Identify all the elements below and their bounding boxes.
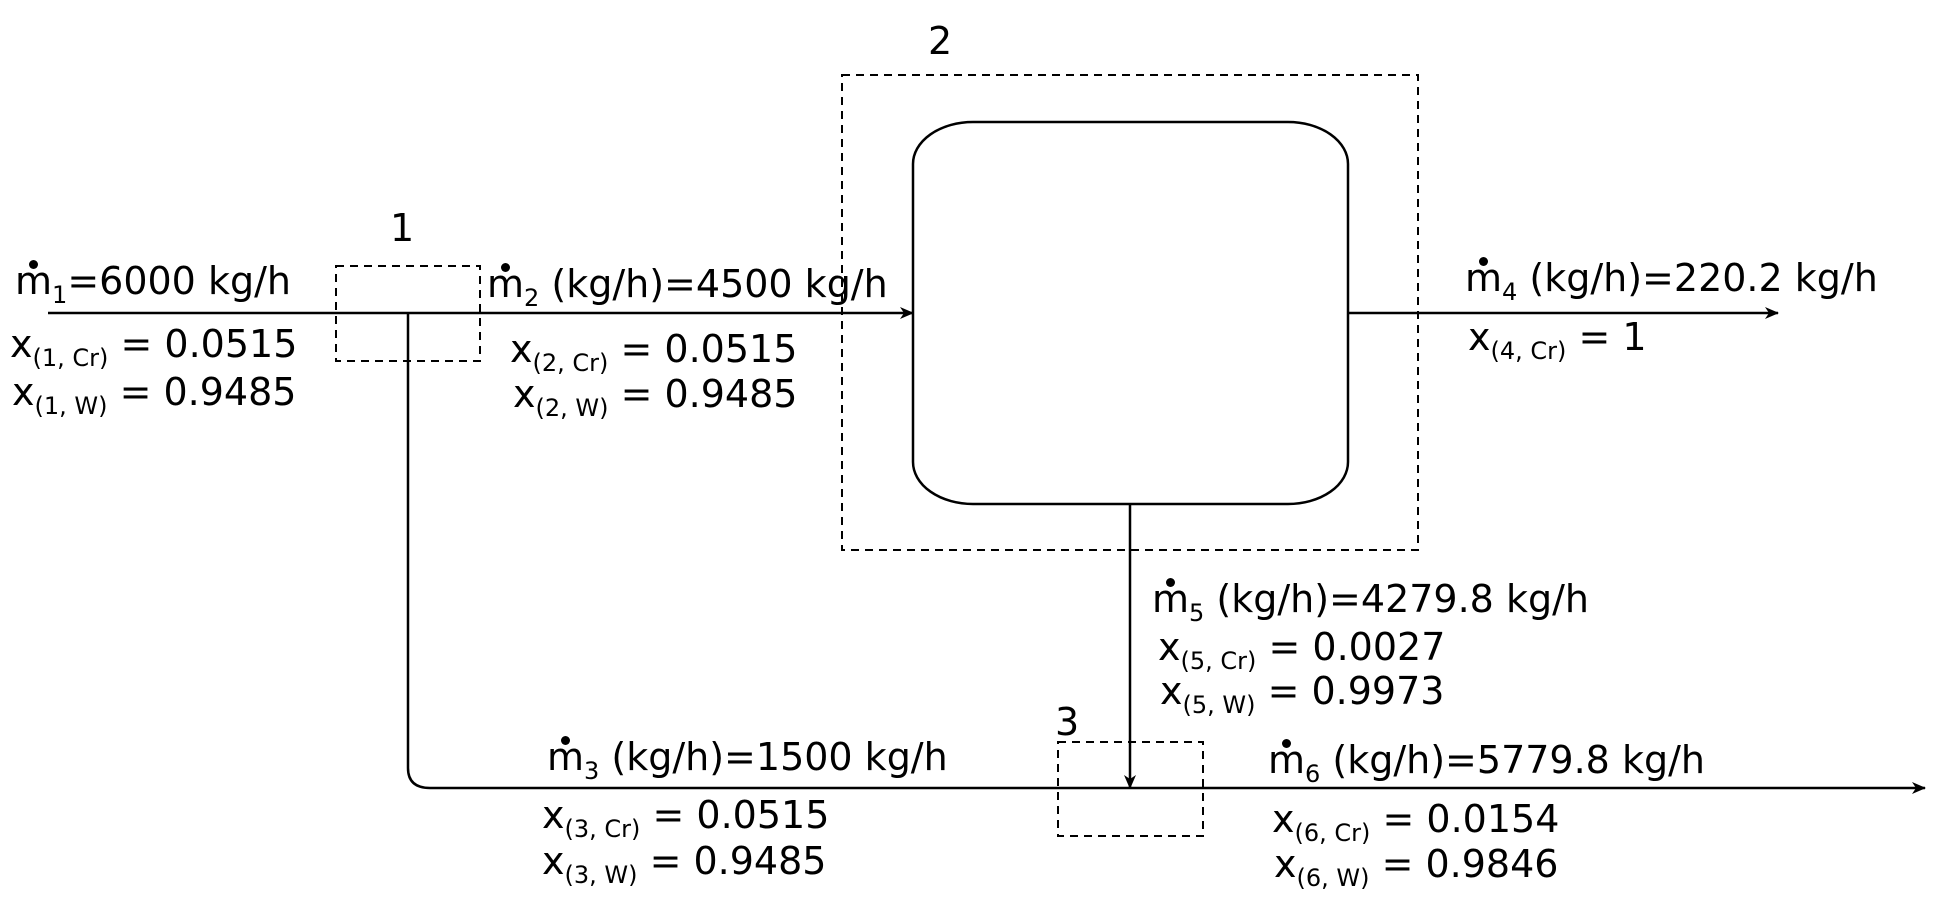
stream-1-flow-label: m1=6000 kg/h	[15, 259, 291, 307]
stream-5-flow-label: m5 (kg/h)=4279.8 kg/h	[1152, 577, 1589, 625]
fraction-value: = 0.0515	[652, 793, 830, 837]
x-symbol: x	[510, 327, 533, 371]
stream-4-cr-fraction: x(4, Cr) = 1	[1468, 315, 1647, 363]
fraction-subscript: (5, Cr)	[1180, 647, 1257, 675]
x-symbol: x	[513, 372, 536, 416]
fraction-subscript: (3, W)	[564, 861, 638, 889]
mass-flow-symbol: m	[1465, 256, 1503, 300]
stream-3-line	[406, 313, 1105, 790]
x-symbol: x	[542, 793, 565, 837]
fraction-subscript: (2, Cr)	[532, 349, 609, 377]
control-volume-2	[841, 74, 1419, 551]
mass-flow-symbol: m	[15, 259, 53, 303]
fraction-value: = 0.9485	[649, 839, 827, 883]
fraction-value: = 0.9485	[620, 372, 798, 416]
fraction-subscript: (1, Cr)	[32, 344, 109, 372]
stream-1-cr-fraction: x(1, Cr) = 0.0515	[10, 322, 298, 370]
x-symbol: x	[10, 322, 33, 366]
stream-index: 4	[1502, 278, 1518, 306]
x-symbol: x	[1160, 669, 1183, 713]
x-symbol: x	[1274, 842, 1297, 886]
stream-3-w-fraction: x(3, W) = 0.9485	[542, 839, 827, 887]
x-symbol: x	[1468, 315, 1491, 359]
stream-3-flow-label: m3 (kg/h)=1500 kg/h	[547, 735, 948, 783]
stream-2-flow-label: m2 (kg/h)=4500 kg/h	[487, 262, 888, 310]
unit-number-3: 3	[1055, 700, 1080, 744]
x-symbol: x	[12, 370, 35, 414]
fraction-value: = 0.9846	[1381, 842, 1559, 886]
stream-index: 6	[1305, 760, 1321, 788]
stream-2-w-fraction: x(2, W) = 0.9485	[513, 372, 798, 420]
x-symbol: x	[1158, 625, 1181, 669]
fraction-subscript: (6, W)	[1296, 864, 1370, 892]
flow-value: (kg/h)=220.2 kg/h	[1517, 256, 1878, 300]
fraction-value: = 0.0027	[1268, 625, 1446, 669]
fraction-subscript: (4, Cr)	[1490, 337, 1567, 365]
fraction-subscript: (3, Cr)	[564, 815, 641, 843]
mass-flow-symbol: m	[1268, 738, 1306, 782]
stream-index: 5	[1189, 599, 1205, 627]
fraction-subscript: (6, Cr)	[1294, 819, 1371, 847]
stream-6-flow-label: m6 (kg/h)=5779.8 kg/h	[1268, 738, 1705, 786]
fraction-value: = 0.9485	[119, 370, 297, 414]
fraction-subscript: (2, W)	[535, 394, 609, 422]
stream-5-w-fraction: x(5, W) = 0.9973	[1160, 669, 1445, 717]
flow-value: =6000 kg/h	[67, 259, 291, 303]
separator-unit	[911, 120, 1350, 506]
flow-value: (kg/h)=4279.8 kg/h	[1204, 577, 1589, 621]
stream-6-w-fraction: x(6, W) = 0.9846	[1274, 842, 1559, 890]
stream-index: 3	[584, 757, 600, 785]
stream-index: 2	[524, 284, 540, 312]
stream-6-cr-fraction: x(6, Cr) = 0.0154	[1272, 797, 1560, 845]
fraction-value: = 0.0154	[1382, 797, 1560, 841]
fraction-value: = 0.9973	[1267, 669, 1445, 713]
flow-value: (kg/h)=5779.8 kg/h	[1320, 738, 1705, 782]
fraction-subscript: (1, W)	[34, 392, 108, 420]
mass-flow-symbol: m	[487, 262, 525, 306]
unit-number-2: 2	[928, 19, 953, 63]
stream-2-cr-fraction: x(2, Cr) = 0.0515	[510, 327, 798, 375]
fraction-value: = 1	[1578, 315, 1647, 359]
unit-number-1: 1	[390, 206, 415, 250]
mass-flow-symbol: m	[1152, 577, 1190, 621]
stream-3-cr-fraction: x(3, Cr) = 0.0515	[542, 793, 830, 841]
stream-5-cr-fraction: x(5, Cr) = 0.0027	[1158, 625, 1446, 673]
x-symbol: x	[1272, 797, 1295, 841]
flow-value: (kg/h)=1500 kg/h	[599, 735, 948, 779]
flow-value: (kg/h)=4500 kg/h	[539, 262, 888, 306]
fraction-value: = 0.0515	[620, 327, 798, 371]
fraction-subscript: (5, W)	[1182, 691, 1256, 719]
x-symbol: x	[542, 839, 565, 883]
fraction-value: = 0.0515	[120, 322, 298, 366]
mass-flow-symbol: m	[547, 735, 585, 779]
stream-4-flow-label: m4 (kg/h)=220.2 kg/h	[1465, 256, 1878, 304]
stream-index: 1	[52, 281, 68, 309]
stream-1-w-fraction: x(1, W) = 0.9485	[12, 370, 297, 418]
